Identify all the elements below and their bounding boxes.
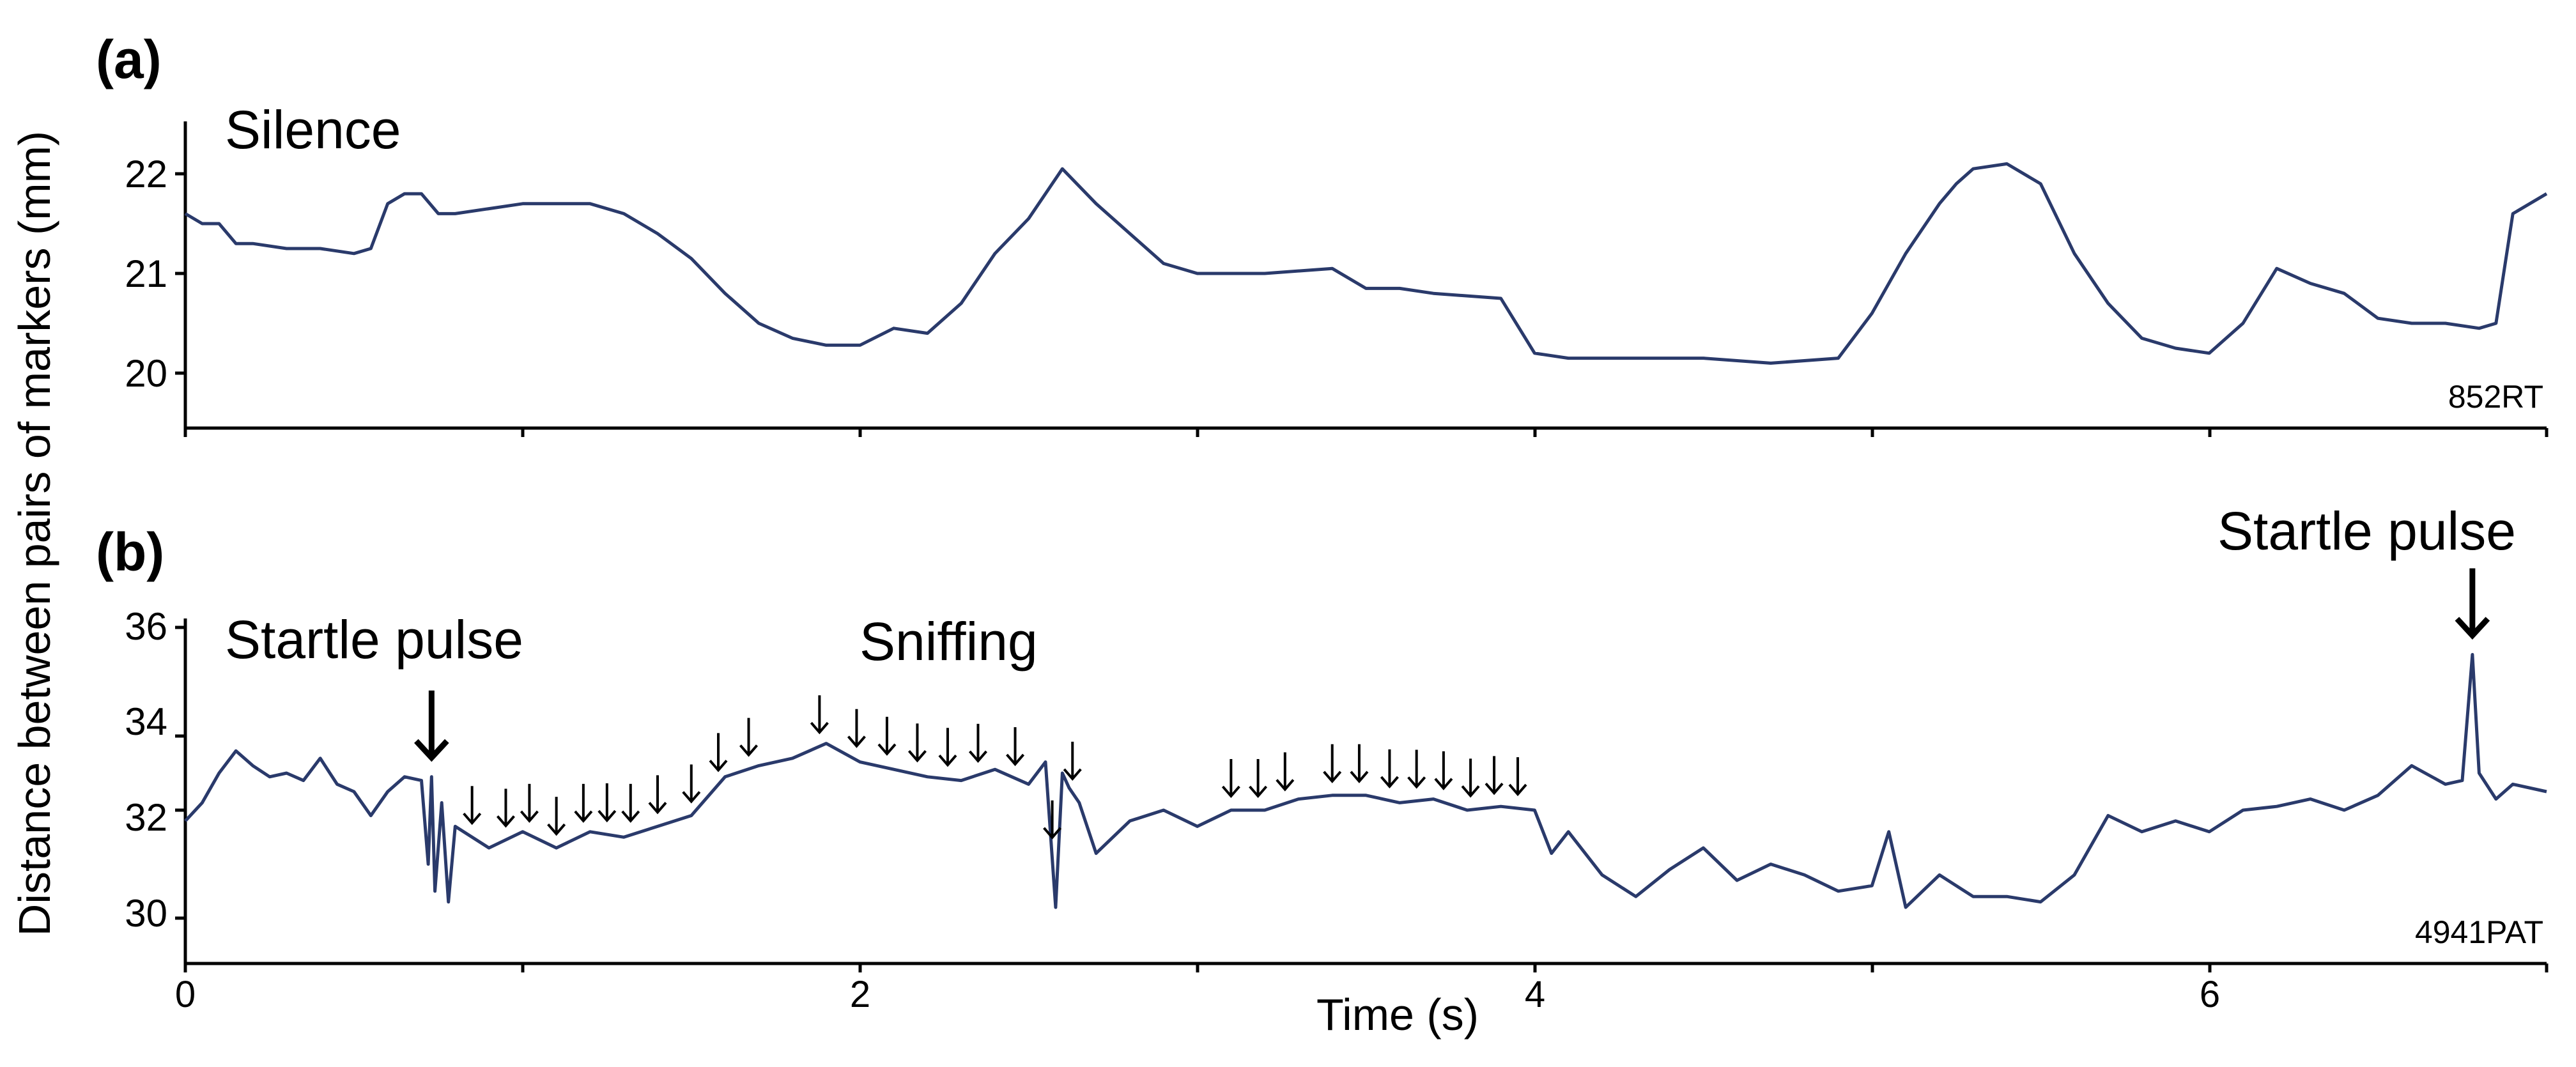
panel-b-ytick-label-32: 32 — [125, 796, 167, 839]
sniff-arrow — [709, 733, 728, 772]
sniff-arrow — [847, 709, 866, 748]
sniff-arrow — [682, 764, 701, 804]
startle-arrows — [414, 568, 2490, 762]
panel-b-ytick-label-36: 36 — [125, 605, 167, 648]
panel-a-ytick-label-20: 20 — [125, 352, 167, 395]
y-axis-title: Distance between pairs of markers (mm) — [10, 131, 59, 936]
sniff-arrow — [1485, 756, 1504, 795]
x-tick-label-2: 2 — [850, 974, 870, 1015]
sniff-arrow — [1407, 749, 1426, 789]
panel-b: (b) Startle pulse Sniffing Startle pulse… — [96, 501, 2549, 1040]
sniff-arrow — [877, 716, 897, 756]
sniff-arrow — [648, 775, 667, 815]
panel-b-trace-line — [184, 653, 2547, 909]
sniff-arrow — [907, 723, 927, 763]
sniff-arrow — [520, 783, 539, 823]
sniff-arrow — [1323, 744, 1342, 783]
panel-a-trace-line — [184, 162, 2548, 365]
sniff-arrow — [1063, 741, 1082, 781]
panel-a-label: (a) — [96, 29, 162, 89]
sniff-arrow — [1508, 757, 1527, 797]
sniff-arrow — [1221, 759, 1240, 799]
sniff-arrow — [1006, 727, 1025, 767]
sniff-arrow — [463, 786, 482, 825]
sniff-arrow — [598, 783, 617, 823]
sniff-arrow — [1434, 751, 1453, 790]
sniff-arrow — [968, 723, 987, 763]
sniff-arrow — [739, 718, 759, 757]
panel-a: (a) Silence 852RT 22 21 20 — [96, 29, 2549, 437]
panel-a-ytick-label-21: 21 — [125, 252, 167, 295]
sniff-arrow — [1350, 744, 1369, 783]
sniff-arrow — [1249, 759, 1268, 799]
panel-a-xticks — [183, 428, 2549, 437]
x-tick-label-6: 6 — [2200, 974, 2220, 1015]
panel-b-id-label: 4941PAT — [2415, 914, 2543, 950]
panel-a-id-label: 852RT — [2448, 379, 2543, 415]
x-tick-label-4: 4 — [1525, 974, 1545, 1015]
sniff-arrow — [1461, 758, 1480, 798]
startle-pulse-annotation-2: Startle pulse — [2217, 501, 2516, 561]
sniffing-annotation: Sniffing — [860, 611, 1038, 672]
sniff-arrow — [547, 797, 566, 836]
panel-b-ytick-label-34: 34 — [125, 700, 167, 743]
x-tick-label-0: 0 — [175, 974, 196, 1015]
sniff-arrow — [1276, 752, 1295, 792]
sniff-arrow — [574, 783, 593, 823]
startle-arrow — [2455, 568, 2490, 640]
panel-b-label: (b) — [96, 522, 164, 582]
sniff-arrow — [1043, 800, 1062, 840]
startle-arrow — [414, 690, 449, 762]
panel-b-ytick-label-30: 30 — [125, 892, 167, 935]
silence-annotation: Silence — [225, 100, 401, 160]
sniff-arrow — [621, 783, 640, 823]
sniff-arrows — [463, 695, 1527, 840]
panel-b-xticks — [183, 963, 2549, 972]
startle-pulse-annotation-1: Startle pulse — [225, 610, 523, 670]
sniff-arrow — [810, 695, 829, 735]
x-axis-title: Time (s) — [1316, 990, 1479, 1040]
sniff-arrow — [1380, 749, 1399, 788]
sniff-arrow — [938, 728, 957, 767]
panel-a-ytick-label-22: 22 — [125, 153, 167, 196]
sniff-arrow — [496, 788, 515, 828]
